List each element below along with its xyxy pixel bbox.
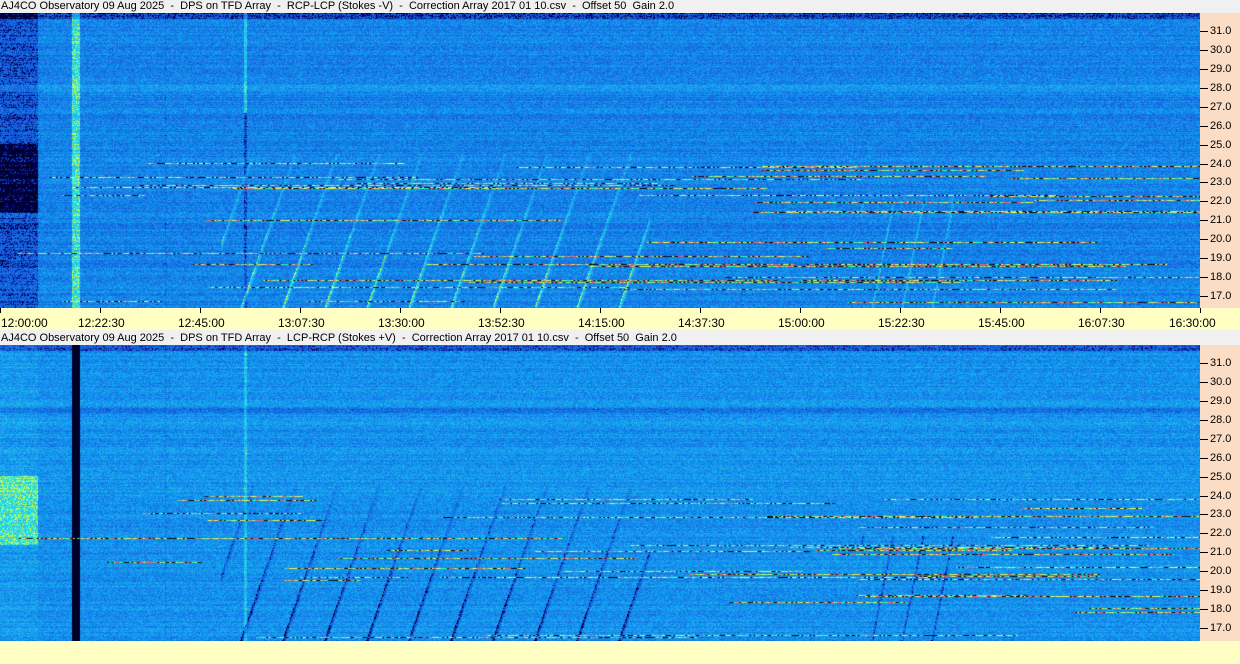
time-tick-label: 13:07:30 <box>278 316 325 330</box>
frequency-tick-label: 29.0 <box>1210 62 1232 75</box>
time-tick-label: 12:22:30 <box>78 316 125 330</box>
time-tick-label: 12:45:00 <box>178 316 225 330</box>
frequency-axis-top: 31.0 30.0 29.0 28.0 27.0 26.0 25.0 24.0 23.0 22.0… <box>1200 13 1240 308</box>
panel-title-bottom: AJ4CO Observatory 09 Aug 2025 - DPS on T… <box>0 332 1240 345</box>
frequency-tick-label: 26.0 <box>1210 119 1232 132</box>
frequency-tick-label: 28.0 <box>1210 81 1232 94</box>
frequency-tick-label: 31.0 <box>1210 357 1232 369</box>
frequency-tick-label: 25.0 <box>1210 470 1232 483</box>
frequency-tick-label: 27.0 <box>1210 100 1232 113</box>
time-tick <box>0 308 1 313</box>
spectrogram-bottom[interactable] <box>0 345 1200 641</box>
time-tick-label: 14:37:30 <box>678 316 725 330</box>
frequency-tick-label: 27.0 <box>1210 432 1232 445</box>
frequency-tick-label: 20.0 <box>1210 565 1232 578</box>
time-axis: 12:00:00 12:22:30 12:45:00 13:07:30 13:30:00… <box>0 308 1240 330</box>
frequency-tick-label: 26.0 <box>1210 451 1232 464</box>
frequency-tick-label: 24.0 <box>1210 157 1232 170</box>
time-tick <box>100 308 101 313</box>
frequency-tick-label: 28.0 <box>1210 413 1232 426</box>
time-tick-label: 14:15:00 <box>578 316 625 330</box>
frequency-tick-label: 21.0 <box>1210 214 1232 227</box>
frequency-tick-label: 22.0 <box>1210 195 1232 208</box>
time-tick <box>1100 308 1101 313</box>
frequency-tick-label: 17.0 <box>1210 290 1232 303</box>
frequency-tick-label: 20.0 <box>1210 233 1232 246</box>
frequency-tick-label: 18.0 <box>1210 271 1232 284</box>
time-tick <box>400 308 401 313</box>
time-tick <box>1000 308 1001 313</box>
frequency-tick-label: 23.0 <box>1210 176 1232 189</box>
frequency-tick-label: 23.0 <box>1210 508 1232 521</box>
time-tick-label: 13:30:00 <box>378 316 425 330</box>
time-tick <box>300 308 301 313</box>
frequency-tick-label: 18.0 <box>1210 603 1232 616</box>
frequency-tick-label: 21.0 <box>1210 546 1232 559</box>
time-tick-label: 12:00:00 <box>1 316 48 330</box>
frequency-tick-label: 30.0 <box>1210 43 1232 56</box>
time-tick-label: 15:45:00 <box>978 316 1025 330</box>
time-tick <box>500 308 501 313</box>
time-tick-label: 13:52:30 <box>478 316 525 330</box>
frequency-tick-label: 24.0 <box>1210 489 1232 502</box>
time-tick <box>700 308 701 313</box>
time-axis-bottom-strip <box>0 641 1240 664</box>
frequency-tick-label: 19.0 <box>1210 252 1232 265</box>
time-tick <box>200 308 201 313</box>
frequency-tick-label: 30.0 <box>1210 375 1232 388</box>
time-tick-label: 15:22:30 <box>878 316 925 330</box>
frequency-tick-label: 29.0 <box>1210 394 1232 407</box>
time-tick-label: 16:30:00 <box>1169 316 1216 330</box>
time-tick-label: 16:07:30 <box>1078 316 1125 330</box>
frequency-tick-label: 17.0 <box>1210 622 1232 635</box>
time-tick <box>900 308 901 313</box>
time-tick <box>1200 308 1201 313</box>
frequency-tick-label: 19.0 <box>1210 584 1232 597</box>
frequency-axis-bottom: 31.0 30.0 29.0 28.0 27.0 26.0 25.0 24.0 23.0 22.0… <box>1200 345 1240 641</box>
time-tick <box>600 308 601 313</box>
spectrogram-top[interactable] <box>0 13 1200 308</box>
frequency-tick-label: 25.0 <box>1210 138 1232 151</box>
time-tick-label: 15:00:00 <box>778 316 825 330</box>
frequency-tick-label: 22.0 <box>1210 527 1232 540</box>
time-tick <box>800 308 801 313</box>
panel-title-top: AJ4CO Observatory 09 Aug 2025 - DPS on T… <box>0 0 1240 13</box>
frequency-tick-label: 31.0 <box>1210 25 1232 37</box>
